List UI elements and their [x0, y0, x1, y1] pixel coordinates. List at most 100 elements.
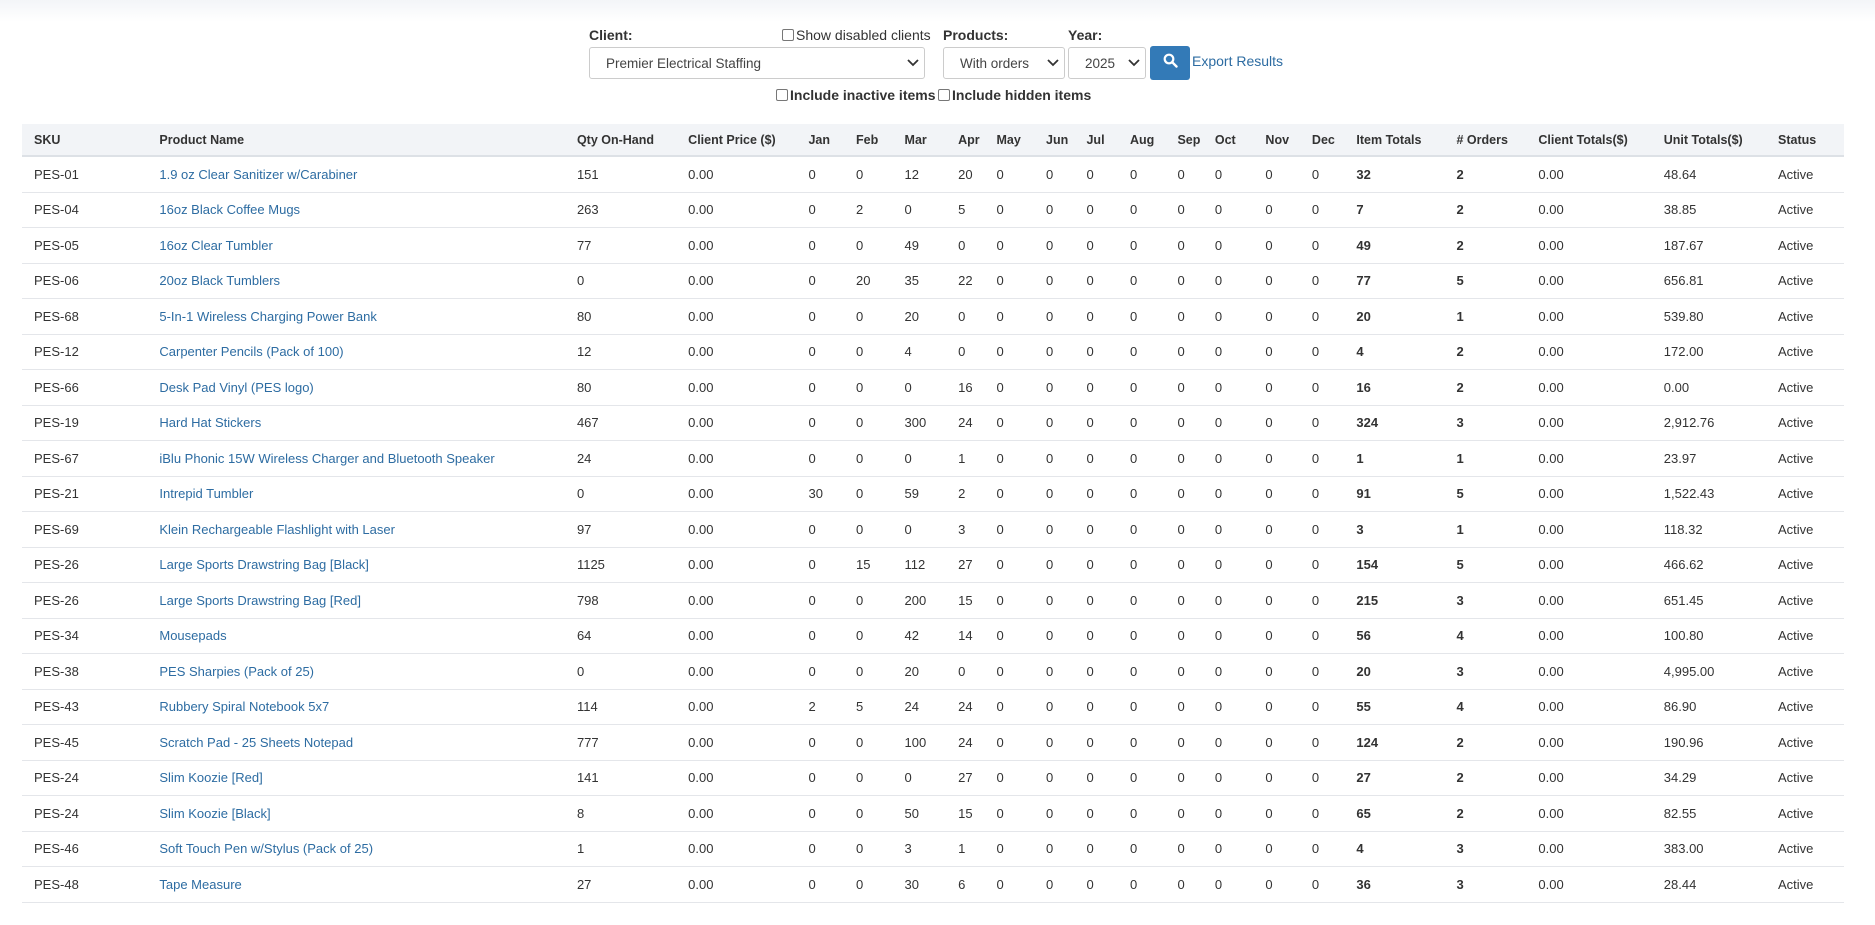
apr-cell: 22 — [946, 263, 985, 299]
checkbox-box[interactable] — [776, 89, 788, 101]
mar-cell: 3 — [892, 831, 947, 867]
products-select[interactable]: With orders — [943, 47, 1065, 79]
may-cell: 0 — [984, 298, 1035, 335]
client-price-cell: 0.00 — [676, 405, 797, 441]
product-name-link[interactable]: Soft Touch Pen w/Stylus (Pack of 25) — [147, 831, 565, 867]
col-unit-totals[interactable]: Unit Totals($) — [1651, 124, 1767, 157]
feb-cell: 0 — [844, 156, 893, 193]
product-name-link[interactable]: 20oz Black Tumblers — [147, 263, 565, 299]
col-jan[interactable]: Jan — [796, 124, 844, 157]
product-name-link[interactable]: Tape Measure — [147, 866, 565, 903]
col-item-totals[interactable]: Item Totals — [1344, 124, 1445, 157]
col-apr[interactable]: Apr — [946, 124, 985, 157]
search-button[interactable] — [1150, 46, 1190, 80]
may-cell: 0 — [984, 724, 1035, 761]
col-qty-on-hand[interactable]: Qty On-Hand — [564, 124, 677, 157]
sep-cell: 0 — [1165, 653, 1203, 690]
oct-cell: 0 — [1202, 156, 1254, 193]
search-icon — [1163, 53, 1178, 73]
aug-cell: 0 — [1117, 618, 1166, 654]
client-totals-cell: 0.00 — [1526, 760, 1652, 796]
col-client-price[interactable]: Client Price ($) — [676, 124, 797, 157]
col-product-name[interactable]: Product Name — [147, 124, 565, 157]
product-name-link[interactable]: Large Sports Drawstring Bag [Black] — [147, 547, 565, 583]
col-nov[interactable]: Nov — [1253, 124, 1300, 157]
year-select[interactable]: 2025 — [1068, 47, 1146, 79]
mar-cell: 0 — [892, 440, 947, 477]
jan-cell: 0 — [796, 156, 844, 193]
product-name-link[interactable]: Mousepads — [147, 618, 565, 654]
col-client-totals[interactable]: Client Totals($) — [1526, 124, 1652, 157]
col-aug[interactable]: Aug — [1117, 124, 1166, 157]
col-mar[interactable]: Mar — [892, 124, 947, 157]
sep-cell: 0 — [1165, 263, 1203, 299]
nov-cell: 0 — [1253, 795, 1300, 832]
show-disabled-clients-checkbox[interactable]: Show disabled clients — [782, 27, 931, 43]
dec-cell: 0 — [1299, 866, 1345, 903]
sep-cell: 0 — [1165, 405, 1203, 441]
nov-cell: 0 — [1253, 724, 1300, 761]
unit-totals-cell: 651.45 — [1651, 582, 1767, 619]
filter-bar: Client: Show disabled clients Products: … — [0, 0, 1875, 120]
item-totals-cell: 215 — [1344, 582, 1445, 619]
col-jun[interactable]: Jun — [1034, 124, 1075, 157]
col-dec[interactable]: Dec — [1299, 124, 1345, 157]
client-totals-cell: 0.00 — [1526, 618, 1652, 654]
product-name-link[interactable]: Intrepid Tumbler — [147, 476, 565, 512]
col-oct[interactable]: Oct — [1202, 124, 1254, 157]
unit-totals-cell: 190.96 — [1651, 724, 1767, 761]
product-name-link[interactable]: Rubbery Spiral Notebook 5x7 — [147, 689, 565, 725]
unit-totals-cell: 48.64 — [1651, 156, 1767, 193]
col-jul[interactable]: Jul — [1074, 124, 1118, 157]
product-name-link[interactable]: 1.9 oz Clear Sanitizer w/Carabiner — [147, 156, 565, 193]
product-name-link[interactable]: 16oz Clear Tumbler — [147, 227, 565, 264]
sku-cell: PES-45 — [22, 724, 148, 761]
sku-cell: PES-68 — [22, 298, 148, 335]
col-may[interactable]: May — [984, 124, 1035, 157]
client-select[interactable]: Premier Electrical Staffing — [589, 47, 925, 79]
table-row: PES-05 16oz Clear Tumbler 77 0.00 0 0 49 0 0 0 0 0 0… — [22, 227, 1844, 264]
aug-cell: 0 — [1117, 866, 1166, 903]
product-name-link[interactable]: Large Sports Drawstring Bag [Red] — [147, 582, 565, 619]
product-name-link[interactable]: Carpenter Pencils (Pack of 100) — [147, 334, 565, 370]
product-name-link[interactable]: PES Sharpies (Pack of 25) — [147, 653, 565, 690]
apr-cell: 27 — [946, 760, 985, 796]
sep-cell: 0 — [1165, 618, 1203, 654]
products-select-value: With orders — [960, 55, 1030, 71]
product-name-link[interactable]: 16oz Black Coffee Mugs — [147, 192, 565, 228]
checkbox-box[interactable] — [782, 29, 794, 41]
col-status[interactable]: Status — [1766, 124, 1844, 157]
product-name-link[interactable]: iBlu Phonic 15W Wireless Charger and Blu… — [147, 440, 565, 477]
apr-cell: 3 — [946, 511, 985, 548]
col-orders[interactable]: # Orders — [1444, 124, 1527, 157]
product-name-link[interactable]: Scratch Pad - 25 Sheets Notepad — [147, 724, 565, 761]
table-row: PES-26 Large Sports Drawstring Bag [Red] 7… — [22, 582, 1844, 619]
product-name-link[interactable]: Slim Koozie [Black] — [147, 795, 565, 832]
include-hidden-label: Include hidden items — [952, 87, 1092, 103]
export-results-link[interactable]: Export Results — [1192, 53, 1284, 69]
may-cell: 0 — [984, 440, 1035, 477]
jul-cell: 0 — [1074, 192, 1118, 228]
client-totals-cell: 0.00 — [1526, 866, 1652, 903]
include-inactive-checkbox[interactable]: Include inactive items — [776, 87, 936, 103]
col-feb[interactable]: Feb — [844, 124, 893, 157]
may-cell: 0 — [984, 476, 1035, 512]
jun-cell: 0 — [1034, 618, 1075, 654]
checkbox-box[interactable] — [938, 89, 950, 101]
product-name-link[interactable]: Klein Rechargeable Flashlight with Laser — [147, 511, 565, 548]
dec-cell: 0 — [1299, 440, 1345, 477]
mar-cell: 24 — [892, 689, 947, 725]
client-price-cell: 0.00 — [676, 369, 797, 406]
product-name-link[interactable]: 5-In-1 Wireless Charging Power Bank — [147, 298, 565, 335]
qty-on-hand-cell: 0 — [564, 263, 677, 299]
mar-cell: 20 — [892, 298, 947, 335]
product-name-link[interactable]: Desk Pad Vinyl (PES logo) — [147, 369, 565, 406]
include-hidden-checkbox[interactable]: Include hidden items — [938, 87, 1091, 103]
aug-cell: 0 — [1117, 831, 1166, 867]
orders-cell: 3 — [1444, 866, 1527, 903]
product-name-link[interactable]: Hard Hat Stickers — [147, 405, 565, 441]
col-sku[interactable]: SKU — [22, 124, 148, 157]
may-cell: 0 — [984, 760, 1035, 796]
col-sep[interactable]: Sep — [1165, 124, 1203, 157]
product-name-link[interactable]: Slim Koozie [Red] — [147, 760, 565, 796]
